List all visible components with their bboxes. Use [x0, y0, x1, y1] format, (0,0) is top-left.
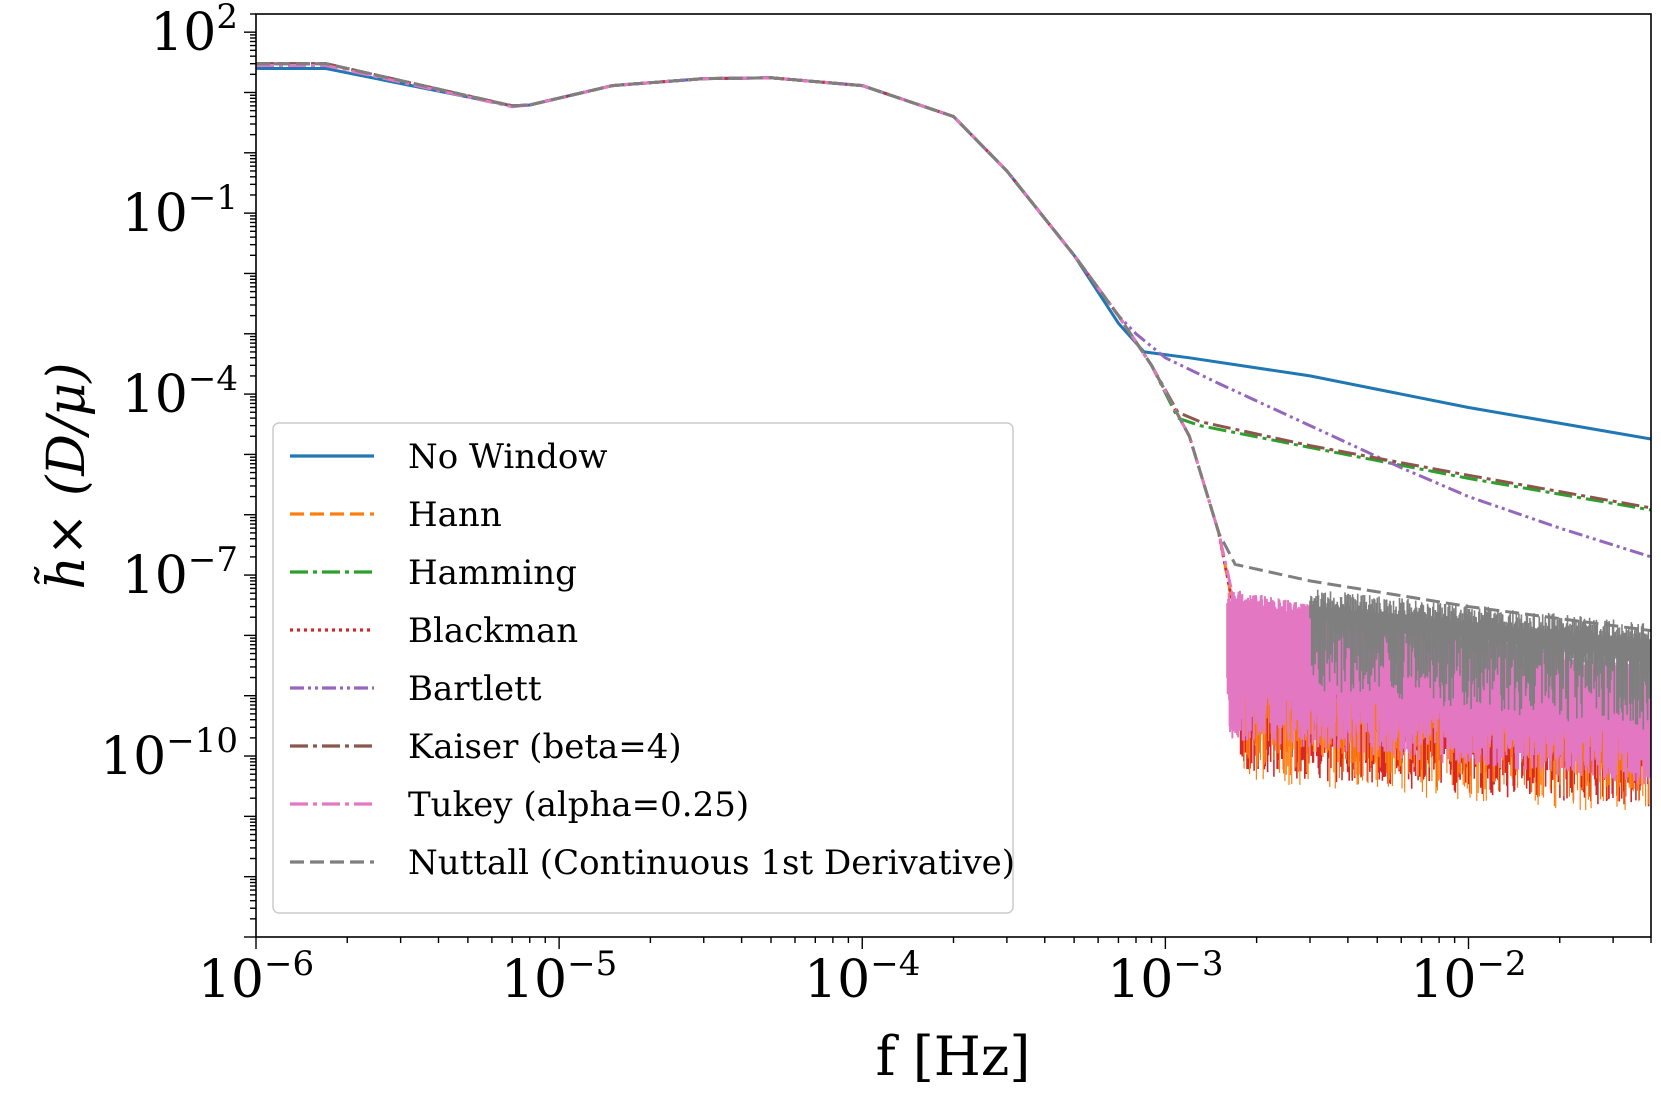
legend-label: Blackman	[408, 611, 578, 651]
y-axis-label: h̃× (D/μ)	[34, 362, 97, 589]
legend: No Window Hann Hamming Blackman Bartlett Kais…	[272, 422, 1015, 914]
legend-item: Hamming	[290, 553, 577, 593]
x-tick-label: 10−3	[1107, 944, 1223, 1010]
x-tick-label: 10−6	[198, 944, 314, 1010]
svg-text:10−4: 10−4	[804, 944, 920, 1010]
svg-text:10−4: 10−4	[122, 359, 238, 425]
y-axis: 102 10−1 10−4 10−7 10−10	[100, 0, 256, 938]
x-tick-label: 10−4	[804, 944, 920, 1010]
x-axis: 10−6 10−5 10−4 10−3 10−2	[198, 937, 1652, 1010]
svg-text:10−6: 10−6	[198, 944, 314, 1010]
legend-label: Hamming	[408, 553, 577, 593]
svg-text:10−3: 10−3	[1107, 944, 1223, 1010]
legend-item: No Window	[290, 437, 607, 477]
svg-text:10−2: 10−2	[1410, 944, 1526, 1010]
legend-label: Bartlett	[408, 669, 542, 709]
y-tick-label: 10−7	[122, 540, 238, 606]
svg-text:10−5: 10−5	[501, 944, 617, 1010]
legend-item: Hann	[290, 495, 502, 535]
legend-label: Nuttall (Continuous 1st Derivative)	[408, 843, 1015, 883]
y-tick-label: 102	[150, 0, 238, 63]
x-tick-label: 10−5	[501, 944, 617, 1010]
legend-label: Tukey (alpha=0.25)	[408, 785, 749, 825]
noise-nuttall	[1309, 589, 1651, 730]
svg-text:102: 102	[150, 0, 238, 63]
svg-text:h̃× (D/μ): h̃× (D/μ)	[34, 362, 97, 589]
legend-box	[272, 422, 1014, 914]
y-tick-label: 10−10	[100, 721, 238, 787]
series-line-nuttall-continuous-1st-derivative-	[256, 62, 1651, 633]
series-layer	[256, 62, 1651, 722]
noise-layer	[1226, 589, 1651, 811]
legend-item: Bartlett	[290, 669, 542, 709]
y-tick-label: 10−4	[122, 359, 238, 425]
x-tick-label: 10−2	[1410, 944, 1526, 1010]
svg-text:10−7: 10−7	[122, 540, 238, 606]
legend-item: Nuttall (Continuous 1st Derivative)	[290, 843, 1015, 883]
legend-item: Blackman	[290, 611, 578, 651]
svg-text:10−10: 10−10	[100, 721, 238, 787]
x-axis-label: f [Hz]	[876, 1025, 1031, 1088]
legend-label: Hann	[408, 495, 502, 535]
legend-label: No Window	[408, 437, 607, 477]
legend-item: Tukey (alpha=0.25)	[290, 785, 749, 825]
legend-label: Kaiser (beta=4)	[408, 727, 682, 767]
svg-text:10−1: 10−1	[122, 178, 238, 244]
legend-item: Kaiser (beta=4)	[290, 727, 682, 767]
y-tick-label: 10−1	[122, 178, 238, 244]
